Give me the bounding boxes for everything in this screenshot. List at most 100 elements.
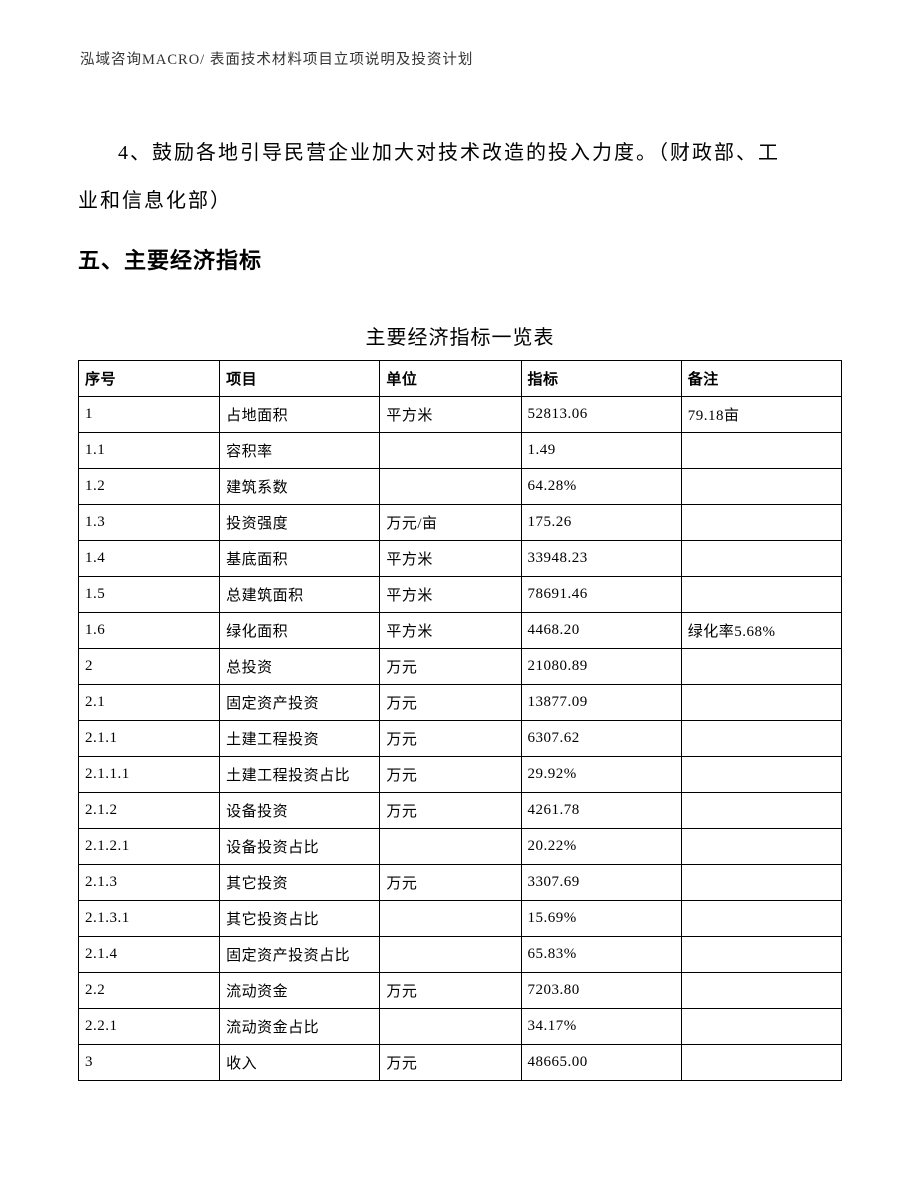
table-cell: 2.1.3.1: [79, 901, 220, 937]
table-cell: 6307.62: [521, 721, 681, 757]
economic-indicators-table: 序号 项目 单位 指标 备注 1占地面积平方米52813.0679.18亩1.1…: [78, 360, 842, 1081]
table-cell: 65.83%: [521, 937, 681, 973]
table-cell: 34.17%: [521, 1009, 681, 1045]
table-row: 1占地面积平方米52813.0679.18亩: [79, 397, 842, 433]
table-cell: 1.2: [79, 469, 220, 505]
col-header-item: 项目: [220, 361, 380, 397]
paragraph-line-2: 业和信息化部）: [78, 177, 842, 225]
table-cell: 总建筑面积: [220, 577, 380, 613]
table-cell: 万元: [380, 685, 521, 721]
table-cell: [681, 577, 841, 613]
table-cell: 万元: [380, 793, 521, 829]
table-cell: [681, 685, 841, 721]
table-cell: 29.92%: [521, 757, 681, 793]
table-cell: 78691.46: [521, 577, 681, 613]
table-cell: [681, 721, 841, 757]
table-cell: 2.2: [79, 973, 220, 1009]
table-cell: 万元: [380, 1045, 521, 1081]
table-cell: [681, 793, 841, 829]
table-cell: 万元: [380, 865, 521, 901]
table-cell: 15.69%: [521, 901, 681, 937]
table-cell: [380, 901, 521, 937]
table-cell: [380, 469, 521, 505]
table-row: 2.1.1土建工程投资万元6307.62: [79, 721, 842, 757]
table-row: 2.2流动资金万元7203.80: [79, 973, 842, 1009]
table-row: 2.1.3.1其它投资占比15.69%: [79, 901, 842, 937]
page-header: 泓域咨询MACRO/ 表面技术材料项目立项说明及投资计划: [78, 48, 842, 69]
table-row: 3收入万元48665.00: [79, 1045, 842, 1081]
col-header-value: 指标: [521, 361, 681, 397]
table-cell: [681, 937, 841, 973]
table-cell: [681, 901, 841, 937]
table-cell: 平方米: [380, 577, 521, 613]
table-cell: 64.28%: [521, 469, 681, 505]
table-cell: 79.18亩: [681, 397, 841, 433]
table-cell: 基底面积: [220, 541, 380, 577]
table-cell: 2.1.3: [79, 865, 220, 901]
table-cell: 52813.06: [521, 397, 681, 433]
table-cell: [681, 541, 841, 577]
table-cell: 万元: [380, 973, 521, 1009]
table-cell: 土建工程投资占比: [220, 757, 380, 793]
col-header-unit: 单位: [380, 361, 521, 397]
table-cell: 万元: [380, 721, 521, 757]
col-header-seq: 序号: [79, 361, 220, 397]
table-cell: 2.1.1: [79, 721, 220, 757]
table-cell: 固定资产投资: [220, 685, 380, 721]
table-cell: 3307.69: [521, 865, 681, 901]
table-cell: [681, 865, 841, 901]
col-header-note: 备注: [681, 361, 841, 397]
table-cell: 1.49: [521, 433, 681, 469]
table-cell: [681, 1009, 841, 1045]
table-cell: [681, 505, 841, 541]
table-cell: 总投资: [220, 649, 380, 685]
table-row: 2.2.1流动资金占比 34.17%: [79, 1009, 842, 1045]
table-cell: 13877.09: [521, 685, 681, 721]
table-cell: 建筑系数: [220, 469, 380, 505]
table-cell: 21080.89: [521, 649, 681, 685]
table-row: 2.1.2设备投资万元4261.78: [79, 793, 842, 829]
table-cell: 其它投资: [220, 865, 380, 901]
table-cell: 4261.78: [521, 793, 681, 829]
table-cell: [380, 937, 521, 973]
table-row: 2.1.1.1土建工程投资占比万元29.92%: [79, 757, 842, 793]
table-row: 2总投资万元21080.89: [79, 649, 842, 685]
table-cell: 流动资金占比: [220, 1009, 380, 1045]
table-cell: 1.3: [79, 505, 220, 541]
table-cell: 2.1.2: [79, 793, 220, 829]
paragraph-line-1: 4、鼓励各地引导民营企业加大对技术改造的投入力度。（财政部、工: [78, 129, 842, 177]
table-cell: 2: [79, 649, 220, 685]
table-cell: 固定资产投资占比: [220, 937, 380, 973]
table-row: 2.1.3其它投资万元3307.69: [79, 865, 842, 901]
table-cell: 平方米: [380, 613, 521, 649]
table-row: 1.6绿化面积平方米4468.20绿化率5.68%: [79, 613, 842, 649]
table-cell: [681, 757, 841, 793]
table-cell: [681, 649, 841, 685]
table-cell: 2.2.1: [79, 1009, 220, 1045]
table-cell: 1.6: [79, 613, 220, 649]
table-cell: 2.1.4: [79, 937, 220, 973]
table-cell: [380, 433, 521, 469]
table-cell: 1.1: [79, 433, 220, 469]
table-cell: 2.1: [79, 685, 220, 721]
table-cell: [380, 829, 521, 865]
table-cell: [380, 1009, 521, 1045]
table-cell: 绿化面积: [220, 613, 380, 649]
table-title: 主要经济指标一览表: [78, 321, 842, 350]
table-cell: 1: [79, 397, 220, 433]
table-cell: 容积率: [220, 433, 380, 469]
table-cell: 万元: [380, 649, 521, 685]
table-cell: 占地面积: [220, 397, 380, 433]
table-row: 1.1容积率 1.49: [79, 433, 842, 469]
table-row: 1.5总建筑面积平方米78691.46: [79, 577, 842, 613]
table-cell: [681, 829, 841, 865]
table-cell: [681, 1045, 841, 1081]
section-heading: 五、主要经济指标: [78, 243, 842, 275]
table-cell: 平方米: [380, 397, 521, 433]
table-cell: 1.5: [79, 577, 220, 613]
table-cell: [681, 973, 841, 1009]
table-cell: 3: [79, 1045, 220, 1081]
table-cell: 175.26: [521, 505, 681, 541]
table-row: 1.4基底面积平方米33948.23: [79, 541, 842, 577]
table-cell: 万元/亩: [380, 505, 521, 541]
